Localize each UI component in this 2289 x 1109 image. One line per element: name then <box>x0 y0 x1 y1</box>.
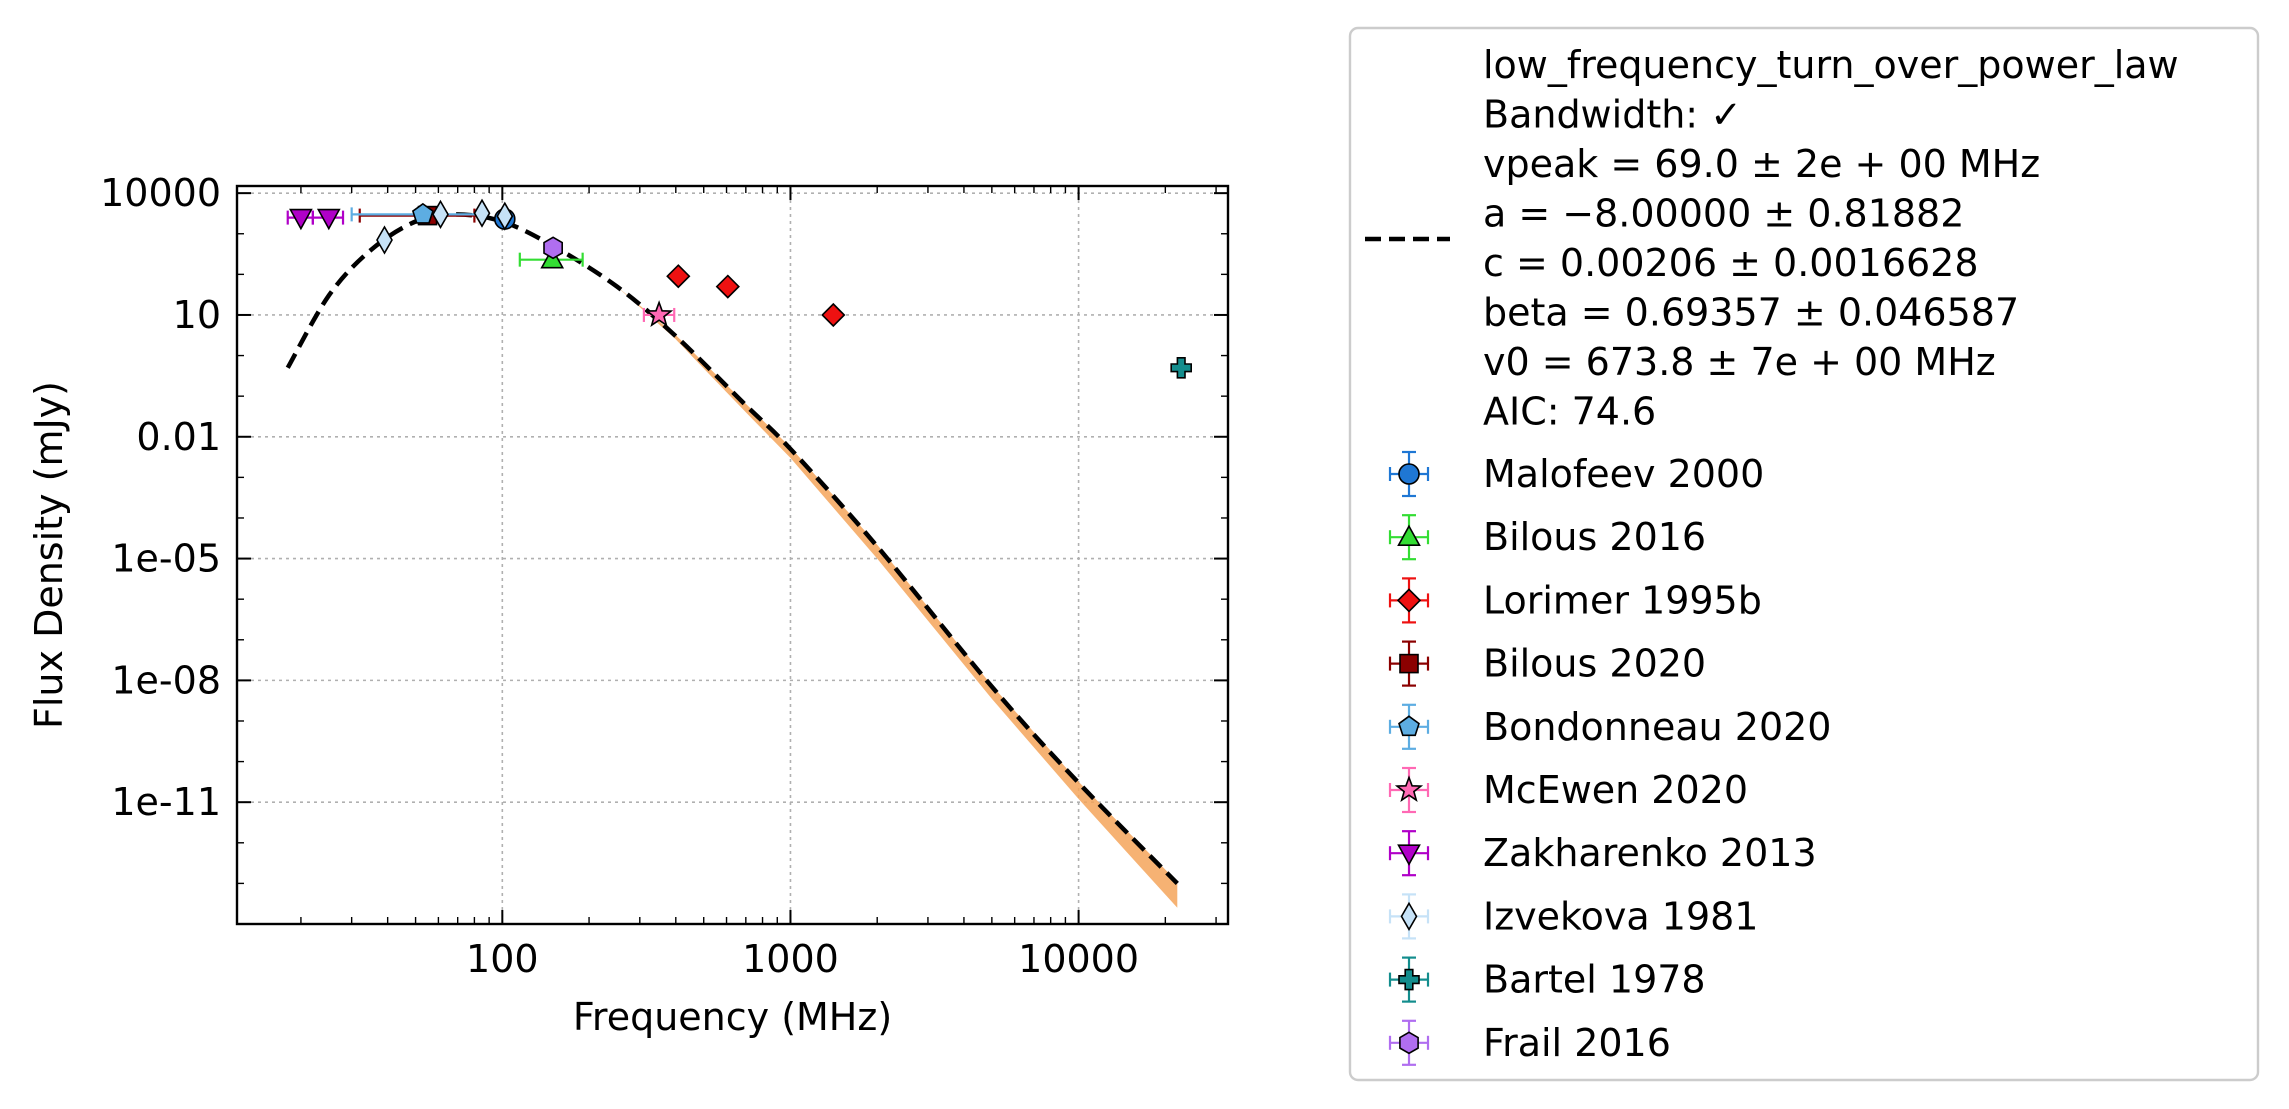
x-axis-label: Frequency (MHz) <box>573 995 892 1039</box>
legend-label: Zakharenko 2013 <box>1483 831 1817 875</box>
legend-entry-lorimer-1995b: Lorimer 1995b <box>1388 577 1762 624</box>
legend-fit-label-line: AIC: 74.6 <box>1483 390 1656 434</box>
axes-frame <box>235 184 1230 926</box>
y-axis-label: Flux Density (mJy) <box>27 381 71 729</box>
legend-fit-label-line: c = 0.00206 ± 0.0016628 <box>1483 241 1979 285</box>
legend-label: McEwen 2020 <box>1483 768 1748 812</box>
x-tick-label: 10000 <box>1018 937 1139 981</box>
legend-fit-label-line: v0 = 673.8 ± 7e + 00 MHz <box>1483 340 1996 384</box>
legend-entry-izvekova-1981: Izvekova 1981 <box>1388 893 1758 940</box>
legend-label: Frail 2016 <box>1483 1021 1671 1065</box>
legend-fit-label-line: vpeak = 69.0 ± 2e + 00 MHz <box>1483 142 2040 186</box>
legend-label: Lorimer 1995b <box>1483 578 1762 622</box>
data-point <box>645 300 674 327</box>
data-point <box>1170 356 1192 379</box>
series-frail-2016 <box>543 236 564 260</box>
legend-marker <box>1396 588 1422 613</box>
data-point <box>411 202 434 224</box>
legend-entry-mcewen-2020: McEwen 2020 <box>1388 766 1748 814</box>
y-tick-label: 1e-11 <box>111 780 221 824</box>
fit-uncertainty-band <box>287 214 1178 908</box>
legend-fit-label-line: Bandwidth: ✓ <box>1483 93 1742 137</box>
legend-marker <box>1400 901 1418 932</box>
legend-marker <box>1398 715 1420 737</box>
legend-entry-malofeev-2000: Malofeev 2000 <box>1388 450 1764 498</box>
legend-fit-label-line: low_frequency_turn_over_power_law <box>1483 43 2179 87</box>
legend-entry-bartel-1978: Bartel 1978 <box>1388 956 1706 1003</box>
legend-fit-label-line: beta = 0.69357 ± 0.046587 <box>1483 291 2019 335</box>
legend-label: Bartel 1978 <box>1483 958 1706 1002</box>
legend-entry-bilous-2020: Bilous 2020 <box>1388 640 1706 687</box>
x-tick-label: 1000 <box>742 937 839 981</box>
data-point <box>289 208 313 231</box>
legend-marker <box>1394 775 1424 802</box>
fit-line <box>285 212 1179 885</box>
axes: 100 1000 10000 10000 10 0.01 1e-05 1e-08 1e-11 Fr… <box>27 171 1230 1039</box>
legend: low_frequency_turn_over_power_law Bandwid… <box>1348 26 2260 1082</box>
legend-marker <box>1397 844 1421 866</box>
data-point <box>666 264 691 289</box>
data-point <box>496 201 514 231</box>
legend-label: Bondonneau 2020 <box>1483 705 1831 749</box>
legend-marker <box>1399 1031 1419 1055</box>
legend-box <box>1348 26 2260 1082</box>
data-point <box>432 199 449 230</box>
data-point <box>821 302 846 328</box>
plot-area <box>237 186 1228 924</box>
data-point <box>316 208 341 231</box>
series-zakharenko-2013 <box>286 208 345 231</box>
legend-label: Bilous 2020 <box>1483 642 1706 686</box>
legend-marker <box>1397 524 1421 547</box>
legend-marker <box>1398 968 1420 991</box>
series-bartel-1978 <box>1170 356 1192 379</box>
y-tick-label: 10 <box>173 293 221 337</box>
y-tick-label: 1e-08 <box>111 658 221 702</box>
legend-entry-bondonneau-2020: Bondonneau 2020 <box>1388 703 1831 750</box>
legend-label: Bilous 2016 <box>1483 515 1706 559</box>
legend-fit-label-line: a = −8.00000 ± 0.81882 <box>1483 192 1964 236</box>
legend-entry-fit: low_frequency_turn_over_power_law Bandwid… <box>1365 43 2179 434</box>
data-point <box>715 274 740 299</box>
data-point <box>473 198 491 228</box>
data-point <box>376 225 393 255</box>
legend-label: Malofeev 2000 <box>1483 452 1764 496</box>
y-tick-label: 10000 <box>100 171 221 215</box>
series-mcewen-2020 <box>642 300 676 327</box>
series-lorimer-1995b <box>666 264 846 328</box>
data-point <box>543 236 564 260</box>
legend-label: Izvekova 1981 <box>1483 894 1758 938</box>
series-bondonneau-2020 <box>350 202 482 224</box>
legend-marker <box>1398 463 1420 485</box>
series-izvekova-1981 <box>376 198 514 255</box>
y-tick-label: 0.01 <box>136 415 221 459</box>
legend-entry-zakharenko-2013: Zakharenko 2013 <box>1388 830 1817 877</box>
x-tick-label: 100 <box>466 937 539 981</box>
y-tick-label: 1e-05 <box>111 537 221 581</box>
legend-marker <box>1399 653 1419 674</box>
legend-entry-bilous-2016: Bilous 2016 <box>1388 514 1706 561</box>
legend-entry-frail-2016: Frail 2016 <box>1388 1019 1671 1066</box>
